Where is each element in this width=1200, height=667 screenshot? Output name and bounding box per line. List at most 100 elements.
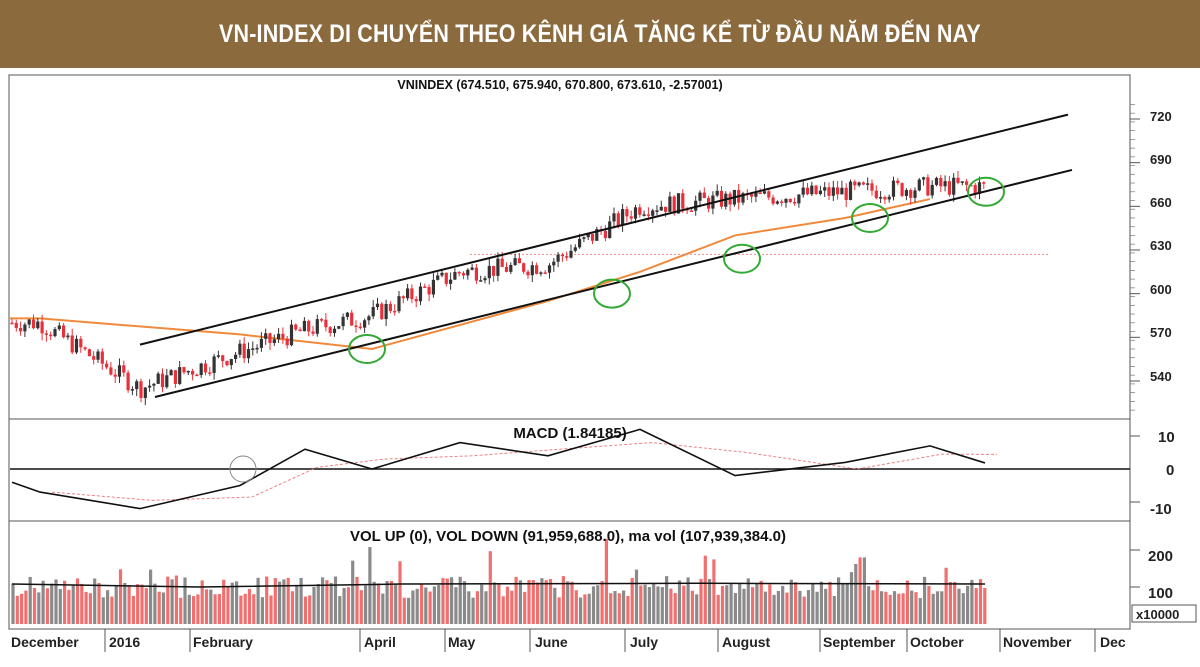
volume-bar bbox=[875, 580, 879, 624]
candle-body bbox=[492, 265, 496, 276]
volume-bar bbox=[11, 583, 15, 624]
candle-body bbox=[904, 190, 908, 196]
candle-body bbox=[866, 183, 870, 185]
volume-bar bbox=[118, 569, 123, 624]
candle-body bbox=[655, 210, 659, 212]
candle-body bbox=[328, 327, 332, 334]
volume-bar bbox=[918, 598, 922, 624]
volume-bar bbox=[789, 579, 793, 624]
candle-body bbox=[62, 325, 66, 338]
volume-bar bbox=[927, 585, 931, 624]
volume-bar bbox=[751, 587, 755, 624]
support-touch-circle bbox=[593, 278, 631, 309]
price-panel-title: VNINDEX (674.510, 675.940, 670.800, 673.… bbox=[397, 78, 722, 92]
volume-bar bbox=[720, 585, 725, 624]
candle-body bbox=[573, 247, 577, 251]
volume-bar bbox=[63, 580, 67, 624]
volume-bar bbox=[110, 596, 114, 624]
volume-bar bbox=[101, 597, 105, 624]
candle-body bbox=[952, 177, 956, 195]
candle-body bbox=[246, 349, 251, 359]
volume-bar bbox=[733, 593, 737, 624]
candle-body bbox=[767, 191, 771, 198]
candle-body bbox=[633, 207, 638, 219]
volume-bar bbox=[669, 588, 673, 624]
candle-body bbox=[595, 229, 599, 241]
volume-bar bbox=[583, 594, 587, 624]
macd-tick-10: 10 bbox=[1158, 429, 1175, 446]
volume-bar bbox=[643, 584, 647, 624]
volume-bar bbox=[75, 578, 80, 624]
macd-panel-title: MACD (1.84185) bbox=[513, 425, 626, 442]
candle-body bbox=[160, 373, 165, 388]
candle-body bbox=[436, 275, 440, 280]
candle-body bbox=[10, 322, 14, 325]
candle-body bbox=[130, 389, 134, 391]
candle-body bbox=[70, 335, 74, 353]
volume-bar bbox=[622, 590, 626, 624]
volume-bar bbox=[978, 579, 983, 624]
volume-bar bbox=[536, 582, 540, 624]
candle-body bbox=[92, 356, 96, 360]
volume-bar bbox=[832, 595, 836, 624]
candle-body bbox=[681, 193, 685, 209]
volume-bar bbox=[364, 585, 368, 624]
volume-bar bbox=[574, 590, 578, 624]
volume-bar bbox=[862, 557, 866, 624]
candle-body bbox=[238, 343, 242, 355]
candle-body bbox=[393, 310, 397, 313]
candle-body bbox=[371, 307, 375, 317]
volume-bar bbox=[781, 585, 785, 624]
lower-channel-line bbox=[154, 168, 1073, 398]
price-tick-720: 720 bbox=[1150, 109, 1172, 124]
candle-body bbox=[947, 181, 951, 195]
price-tick-540: 540 bbox=[1150, 369, 1172, 384]
volume-bar bbox=[725, 585, 729, 624]
volume-bar bbox=[411, 590, 415, 624]
macd-tick-0: 0 bbox=[1166, 462, 1174, 479]
month-label-dec: Dec bbox=[1100, 634, 1126, 650]
candle-body bbox=[750, 194, 754, 197]
volume-bar bbox=[948, 582, 952, 624]
volume-bar bbox=[518, 580, 522, 624]
volume-bar bbox=[746, 578, 750, 624]
candle-body bbox=[965, 181, 969, 185]
candle-body bbox=[139, 381, 143, 398]
volume-bar bbox=[634, 569, 639, 624]
volume-bar bbox=[660, 587, 664, 624]
volume-bar bbox=[738, 583, 742, 624]
volume-bar bbox=[957, 588, 961, 624]
volume-bar bbox=[682, 585, 686, 624]
upper-channel-line bbox=[139, 113, 1069, 346]
candle-body bbox=[470, 267, 474, 270]
volume-bar bbox=[394, 583, 398, 624]
volume-bar bbox=[484, 591, 488, 624]
volume-bar bbox=[286, 577, 290, 624]
candle-body bbox=[883, 197, 887, 200]
candle-body bbox=[861, 182, 865, 185]
month-label-september: September bbox=[823, 634, 896, 650]
volume-bar bbox=[579, 597, 583, 624]
candle-body bbox=[698, 192, 702, 201]
month-label-november: November bbox=[1003, 634, 1072, 650]
candle-body bbox=[57, 325, 61, 330]
month-label-may: May bbox=[448, 634, 475, 650]
candle-body bbox=[891, 180, 896, 197]
price-tick-690: 690 bbox=[1150, 152, 1172, 167]
volume-bar bbox=[41, 580, 45, 624]
volume-bar bbox=[407, 597, 411, 624]
candle-body bbox=[242, 343, 246, 359]
candle-body bbox=[79, 338, 83, 348]
candle-body bbox=[225, 361, 229, 366]
candle-body bbox=[823, 187, 827, 191]
candle-body bbox=[345, 312, 349, 317]
volume-bar bbox=[471, 597, 475, 624]
candle-body bbox=[178, 367, 182, 384]
macd-crossover-circle bbox=[229, 455, 257, 483]
volume-bar bbox=[45, 588, 49, 624]
candle-body bbox=[496, 258, 500, 276]
candle-body bbox=[289, 324, 294, 346]
volume-bar bbox=[359, 590, 363, 624]
candle-body bbox=[444, 272, 448, 284]
candle-body bbox=[358, 326, 362, 329]
